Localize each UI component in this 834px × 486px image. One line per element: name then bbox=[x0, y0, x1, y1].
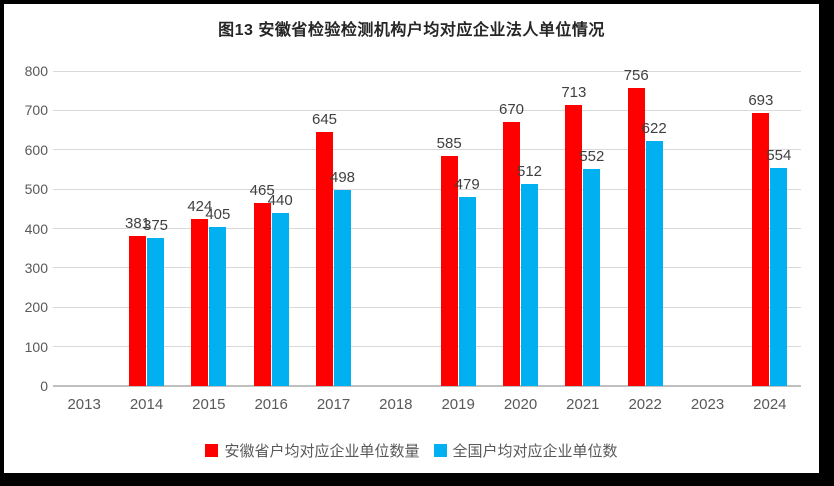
x-axis-tick-label: 2021 bbox=[566, 396, 600, 413]
x-axis-tick-label: 2018 bbox=[379, 396, 413, 413]
gridline-y-600 bbox=[53, 149, 801, 151]
bar-national-2015 bbox=[209, 226, 227, 386]
x-axis-tick-label: 2013 bbox=[67, 396, 101, 413]
bar-national-2017 bbox=[334, 189, 351, 386]
chart-title: 图13 安徽省检验检测机构户均对应企业法人单位情况 bbox=[218, 22, 605, 39]
bar-value-label: 440 bbox=[267, 191, 293, 209]
bar-value-label: 465 bbox=[249, 181, 275, 199]
x-axis-tick-label: 2022 bbox=[628, 396, 662, 413]
legend-item-anhui: 安徽省户均对应企业单位数量 bbox=[205, 440, 420, 461]
bar-value-label: 670 bbox=[498, 101, 525, 119]
gridline-y-700 bbox=[53, 109, 801, 111]
bar-value-label: 381 bbox=[124, 214, 151, 232]
bar-national-2016 bbox=[271, 212, 289, 386]
gridline-y-200 bbox=[53, 306, 801, 308]
y-axis-tick-label: 300 bbox=[24, 259, 48, 276]
gridline-y-800 bbox=[53, 70, 801, 72]
bar-value-label: 622 bbox=[641, 120, 667, 138]
x-axis-tick-label: 2015 bbox=[192, 396, 226, 413]
bar-anhui-2020 bbox=[503, 122, 520, 386]
bar-value-label: 479 bbox=[454, 176, 480, 194]
x-axis-line bbox=[53, 385, 801, 387]
y-axis-tick-label: 700 bbox=[24, 102, 48, 119]
bar-anhui-2024 bbox=[752, 113, 770, 386]
x-axis-tick-label: 2014 bbox=[129, 396, 164, 413]
bar-value-label: 552 bbox=[579, 147, 605, 165]
bar-anhui-2022 bbox=[627, 88, 645, 386]
bar-value-label: 375 bbox=[142, 217, 169, 235]
x-axis-tick-label: 2024 bbox=[753, 396, 787, 413]
bar-national-2022 bbox=[645, 141, 663, 386]
x-axis-tick-label: 2020 bbox=[503, 396, 538, 413]
gridline-y-300 bbox=[53, 267, 801, 269]
y-axis-tick-label: 600 bbox=[24, 141, 48, 158]
x-axis-tick-label: 2017 bbox=[316, 396, 351, 413]
bar-national-2021 bbox=[583, 168, 601, 386]
y-axis-tick-label: 0 bbox=[40, 378, 48, 394]
bar-anhui-2014 bbox=[129, 235, 146, 386]
legend-swatch-red bbox=[205, 444, 219, 457]
bar-anhui-2019 bbox=[440, 155, 458, 386]
gridline-y-400 bbox=[53, 228, 801, 229]
y-axis-tick-label: 500 bbox=[24, 181, 48, 198]
bar-value-label: 512 bbox=[516, 163, 543, 181]
x-axis-tick-label: 2019 bbox=[441, 396, 475, 413]
legend-item-national: 全国户均对应企业单位数 bbox=[433, 440, 618, 461]
bar-value-label: 693 bbox=[748, 92, 774, 110]
bar-value-label: 405 bbox=[205, 205, 231, 223]
legend-label: 全国户均对应企业单位数 bbox=[452, 443, 618, 460]
bar-value-label: 645 bbox=[311, 111, 338, 129]
bar-value-label: 713 bbox=[561, 84, 587, 102]
y-axis-tick-label: 400 bbox=[24, 220, 48, 237]
gridline-y-100 bbox=[53, 346, 801, 348]
bar-value-label: 424 bbox=[187, 198, 213, 216]
y-axis-tick-label: 100 bbox=[24, 338, 48, 355]
gridline-y-500 bbox=[53, 188, 801, 190]
bar-value-label: 585 bbox=[436, 134, 462, 152]
legend-swatch-blue bbox=[433, 444, 447, 457]
bar-value-label: 498 bbox=[329, 168, 356, 186]
bar-national-2019 bbox=[458, 197, 476, 386]
bar-anhui-2016 bbox=[253, 202, 271, 386]
y-axis-tick-label: 800 bbox=[24, 63, 48, 79]
bar-national-2014 bbox=[147, 238, 164, 386]
x-axis-tick-label: 2016 bbox=[254, 396, 288, 413]
bar-anhui-2015 bbox=[191, 219, 209, 386]
legend: 安徽省户均对应企业单位数量 全国户均对应企业单位数 bbox=[4, 440, 819, 461]
bar-national-2020 bbox=[521, 184, 538, 386]
bar-anhui-2021 bbox=[565, 105, 583, 386]
x-axis-tick-label: 2023 bbox=[690, 396, 725, 413]
y-axis-tick-label: 200 bbox=[24, 299, 48, 316]
bar-anhui-2017 bbox=[316, 132, 333, 386]
legend-label: 安徽省户均对应企业单位数量 bbox=[224, 443, 420, 460]
bar-value-label: 756 bbox=[623, 67, 649, 85]
bar-value-label: 554 bbox=[766, 146, 792, 164]
chart-canvas: 图13 安徽省检验检测机构户均对应企业法人单位情况 0 100 200 300 400 5… bbox=[4, 4, 819, 473]
bar-national-2024 bbox=[770, 167, 788, 386]
